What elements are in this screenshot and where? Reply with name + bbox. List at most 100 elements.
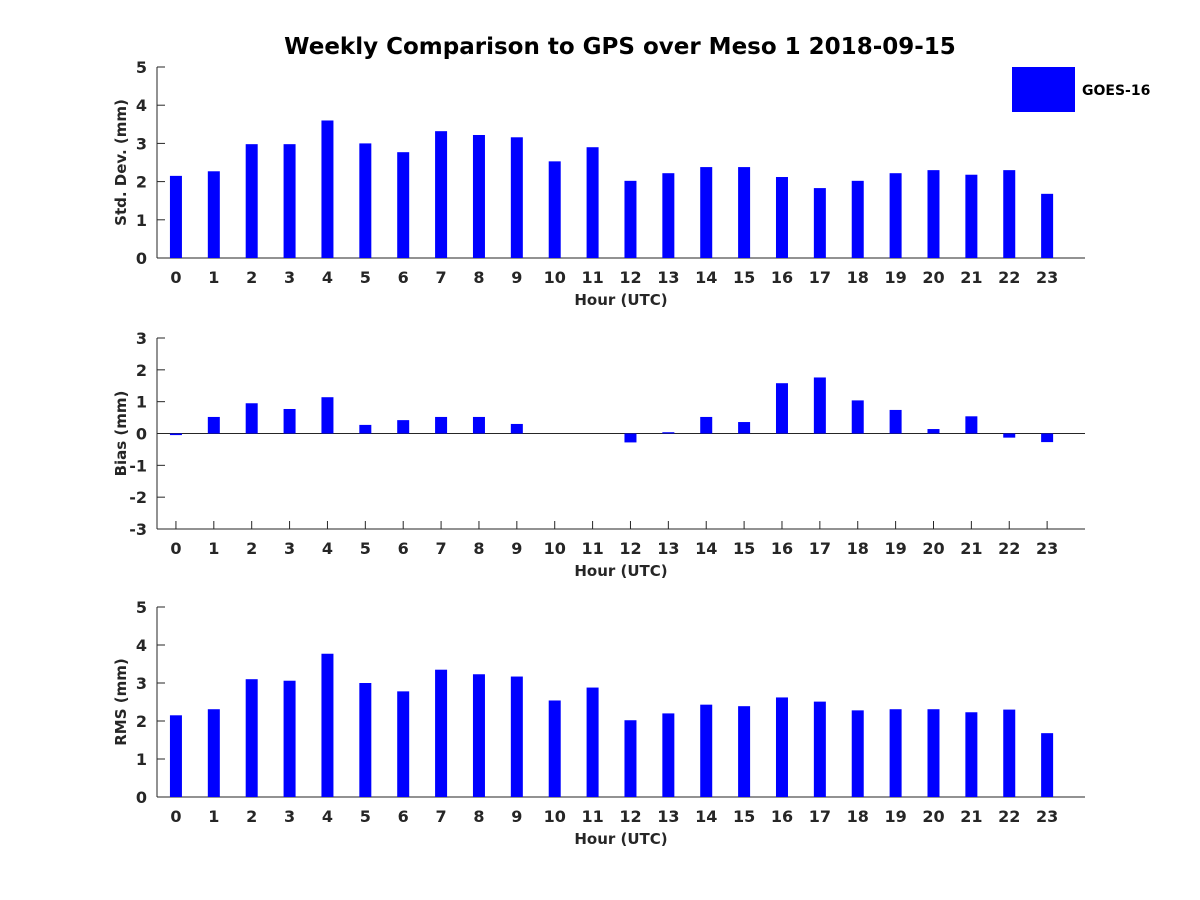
bar-hour-3 <box>283 408 296 434</box>
x-tick-label: 20 <box>922 807 944 826</box>
x-tick-label: 17 <box>809 807 831 826</box>
bar-hour-12 <box>624 433 637 443</box>
x-tick-label: 2 <box>246 807 257 826</box>
x-axis-label: Hour (UTC) <box>574 830 667 848</box>
bar-hour-1 <box>207 171 220 258</box>
x-tick-label: 2 <box>246 539 257 558</box>
x-tick-label: 10 <box>544 807 566 826</box>
y-axis-label: Std. Dev. (mm) <box>112 99 130 226</box>
x-tick-label: 18 <box>847 268 869 287</box>
bar-hour-0 <box>169 715 182 797</box>
y-tick-label: 5 <box>136 58 147 77</box>
x-tick-label: 3 <box>284 268 295 287</box>
bar-hour-16 <box>775 697 788 797</box>
bar-hour-6 <box>397 420 410 434</box>
x-tick-label: 23 <box>1036 807 1058 826</box>
x-tick-label: 8 <box>473 268 484 287</box>
x-axis-label: Hour (UTC) <box>574 562 667 580</box>
y-tick-label: 3 <box>136 674 147 693</box>
x-tick-label: 15 <box>733 807 755 826</box>
x-tick-label: 23 <box>1036 268 1058 287</box>
bar-hour-18 <box>851 710 864 797</box>
x-tick-label: 6 <box>398 807 409 826</box>
legend-swatch <box>1012 67 1075 112</box>
bar-hour-13 <box>662 432 675 434</box>
x-tick-label: 1 <box>208 807 219 826</box>
y-tick-label: 2 <box>136 712 147 731</box>
x-tick-label: 2 <box>246 268 257 287</box>
x-tick-label: 1 <box>208 268 219 287</box>
bar-hour-19 <box>889 709 902 797</box>
x-tick-label: 23 <box>1036 539 1058 558</box>
x-tick-label: 11 <box>581 268 603 287</box>
bar-hour-4 <box>321 653 334 797</box>
y-axis-label: RMS (mm) <box>112 658 130 745</box>
bar-hour-0 <box>169 175 182 258</box>
x-tick-label: 1 <box>208 539 219 558</box>
bar-hour-14 <box>700 167 713 258</box>
x-tick-label: 19 <box>884 268 906 287</box>
bar-hour-1 <box>207 709 220 797</box>
bar-hour-18 <box>851 400 864 434</box>
bar-hour-5 <box>359 143 372 258</box>
bar-hour-19 <box>889 409 902 434</box>
x-tick-label: 17 <box>809 539 831 558</box>
chart-title: Weekly Comparison to GPS over Meso 1 201… <box>284 34 956 60</box>
x-tick-label: 10 <box>544 268 566 287</box>
x-tick-label: 3 <box>284 807 295 826</box>
bar-hour-20 <box>927 429 940 434</box>
bar-hour-12 <box>624 720 637 797</box>
x-tick-label: 16 <box>771 268 793 287</box>
y-tick-label: 1 <box>136 211 147 230</box>
x-tick-label: 21 <box>960 807 982 826</box>
bar-hour-8 <box>472 134 485 258</box>
x-tick-label: 9 <box>511 807 522 826</box>
bar-hour-10 <box>548 700 561 797</box>
bar-hour-19 <box>889 173 902 258</box>
x-tick-label: 19 <box>884 539 906 558</box>
bar-hour-2 <box>245 679 258 797</box>
y-axis-label: Bias (mm) <box>112 391 130 477</box>
x-tick-label: 7 <box>436 539 447 558</box>
bar-hour-10 <box>548 161 561 258</box>
x-tick-label: 8 <box>473 807 484 826</box>
bar-hour-16 <box>775 177 788 258</box>
bar-hour-14 <box>700 704 713 797</box>
bar-hour-8 <box>472 416 485 434</box>
y-tick-label: 2 <box>136 173 147 192</box>
bar-hour-5 <box>359 424 372 434</box>
bar-hour-8 <box>472 674 485 797</box>
x-tick-label: 15 <box>733 268 755 287</box>
bar-hour-22 <box>1003 709 1016 797</box>
bar-hour-15 <box>738 167 751 258</box>
x-tick-label: 14 <box>695 807 717 826</box>
bar-hour-3 <box>283 144 296 258</box>
x-tick-label: 18 <box>847 807 869 826</box>
bar-hour-23 <box>1041 433 1054 443</box>
x-tick-label: 18 <box>847 539 869 558</box>
x-tick-label: 6 <box>398 539 409 558</box>
x-tick-label: 21 <box>960 539 982 558</box>
x-tick-label: 4 <box>322 807 333 826</box>
bar-hour-9 <box>510 137 523 258</box>
x-tick-label: 13 <box>657 807 679 826</box>
x-tick-label: 21 <box>960 268 982 287</box>
x-tick-label: 7 <box>436 807 447 826</box>
bar-hour-7 <box>435 131 448 258</box>
x-tick-label: 12 <box>619 268 641 287</box>
y-tick-label: 1 <box>136 393 147 412</box>
bar-hour-12 <box>624 180 637 258</box>
x-tick-label: 19 <box>884 807 906 826</box>
y-tick-label: 0 <box>136 425 147 444</box>
x-tick-label: 22 <box>998 539 1020 558</box>
bar-hour-7 <box>435 669 448 797</box>
x-tick-label: 0 <box>170 807 181 826</box>
x-tick-label: 0 <box>170 268 181 287</box>
bar-hour-17 <box>813 701 826 797</box>
y-tick-label: 0 <box>136 788 147 807</box>
x-tick-label: 10 <box>544 539 566 558</box>
